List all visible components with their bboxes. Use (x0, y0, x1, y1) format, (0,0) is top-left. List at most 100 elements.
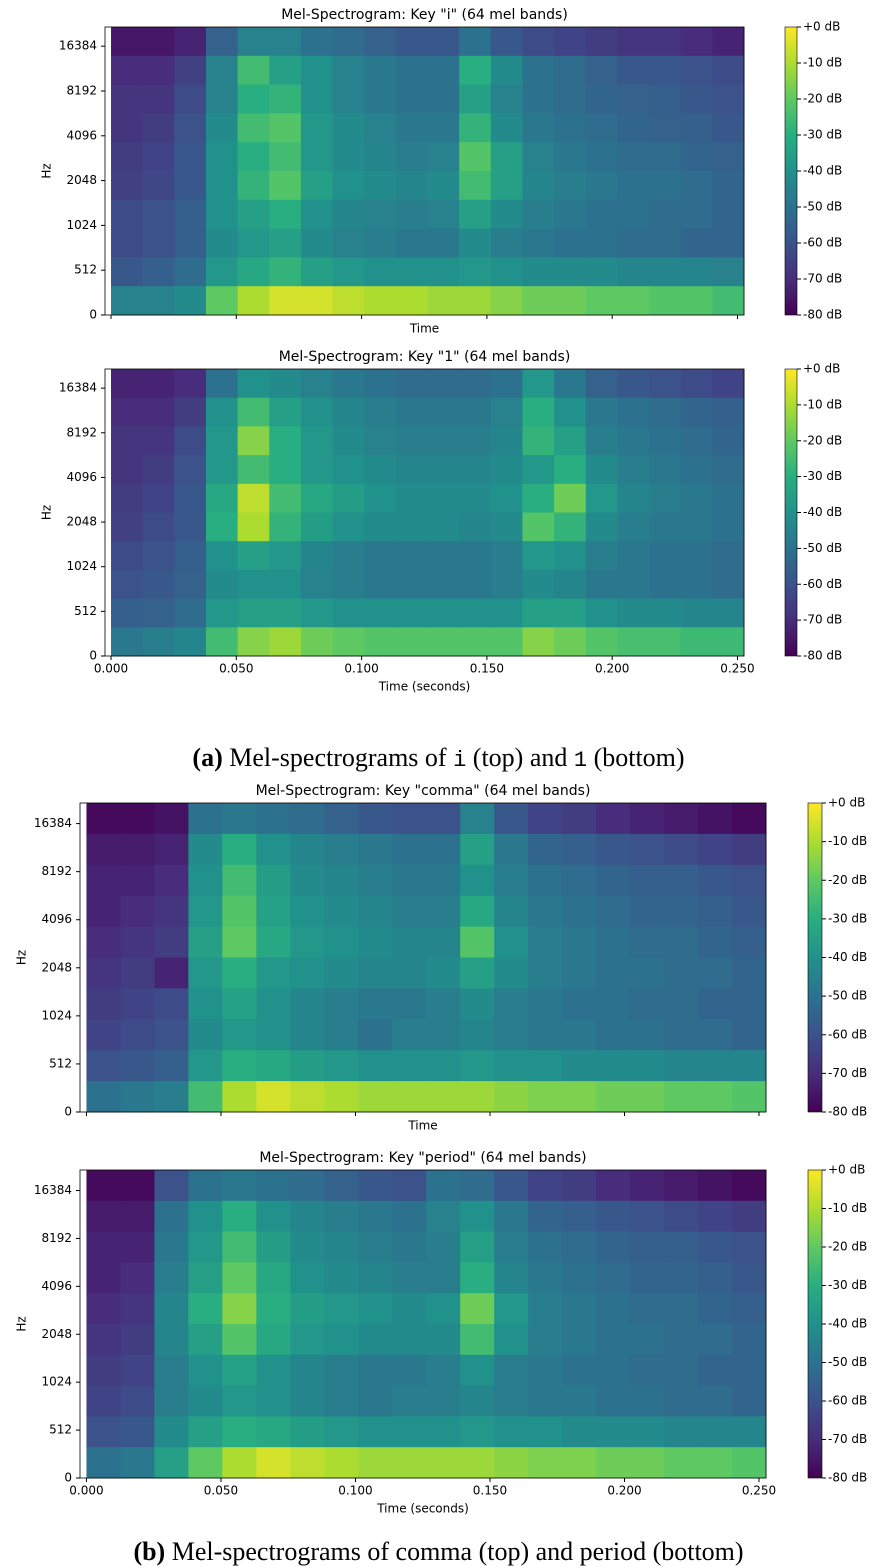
heatmap-cell (188, 1416, 223, 1448)
heatmap-cell (332, 455, 365, 485)
heatmap-cell (174, 113, 207, 143)
heatmap-cell (269, 142, 302, 172)
heatmap-cell (205, 171, 239, 201)
heatmap-cell (174, 426, 207, 456)
heatmap-cell (732, 1050, 767, 1082)
heatmap-cell (460, 1231, 495, 1263)
heatmap-cell (426, 1200, 461, 1233)
heatmap-cell (732, 1262, 767, 1294)
heatmap-cell (269, 199, 302, 230)
heatmap-cell (188, 1262, 223, 1294)
caption-label: (b) (133, 1537, 166, 1566)
heatmap-cell (174, 199, 207, 230)
heatmap-cell (630, 895, 665, 928)
heatmap-cell (392, 1416, 427, 1448)
heatmap-cell (680, 113, 713, 143)
heatmap-cell (630, 926, 665, 958)
heatmap-cell (596, 1019, 631, 1051)
heatmap-cell (188, 895, 223, 928)
heatmap-cell (664, 1081, 699, 1113)
heatmap-cell (222, 1050, 257, 1082)
heatmap-cell (712, 55, 745, 86)
colorbar-tick-label: -40 dB (803, 505, 842, 519)
heatmap-cell (154, 803, 189, 835)
heatmap-cell (111, 598, 144, 628)
heatmap-cell (290, 1385, 325, 1417)
heatmap-cell (459, 426, 492, 456)
y-tick-label: 1024 (66, 218, 97, 232)
heatmap-cell (395, 286, 429, 316)
heatmap-cell (528, 803, 563, 835)
heatmap-cell (490, 483, 523, 513)
heatmap-cell (427, 598, 460, 628)
heatmap-cell (712, 113, 745, 143)
colorbar-tick-label: -30 dB (803, 128, 842, 142)
heatmap-cell (585, 483, 618, 513)
heatmap-cell (269, 171, 302, 201)
heatmap-cell (585, 512, 618, 542)
heatmap-cell (554, 426, 587, 456)
heatmap-cell (585, 27, 618, 57)
heatmap-cell (86, 1447, 121, 1479)
heatmap-cell (358, 1262, 393, 1294)
heatmap-cell (205, 286, 239, 316)
heatmap-cell (395, 55, 429, 86)
x-tick-label: 0.150 (473, 1484, 507, 1498)
heatmap-cell (554, 397, 587, 427)
heatmap-cell (649, 627, 682, 657)
heatmap-cell (154, 1385, 189, 1417)
heatmap-cell (460, 957, 495, 989)
colorbar (807, 1169, 823, 1479)
heatmap-cell (494, 1293, 529, 1325)
heatmap-cell (256, 1447, 291, 1479)
y-tick-label: 512 (74, 604, 97, 618)
heatmap-cell (630, 988, 665, 1020)
heatmap-cell (86, 1200, 121, 1233)
heatmap-cell (562, 864, 597, 897)
heatmap-cell (554, 257, 587, 287)
heatmap-cell (120, 1231, 155, 1263)
heatmap-cell (269, 483, 302, 513)
heatmap-cell (427, 84, 460, 114)
heatmap-cell (596, 926, 631, 958)
heatmap-cell (630, 1416, 665, 1448)
heatmap-cell (174, 455, 207, 485)
heatmap-cell (364, 598, 397, 628)
heatmap-cell (256, 833, 291, 866)
heatmap-cell (300, 84, 334, 114)
heatmap-cell (617, 569, 650, 600)
heatmap-cell (364, 369, 397, 399)
heatmap-cell (494, 1170, 529, 1202)
heatmap-cell (86, 1262, 121, 1294)
heatmap-cell (596, 1050, 631, 1082)
heatmap-cell (269, 228, 302, 258)
heatmap-cell (395, 627, 429, 657)
heatmap-cell (680, 84, 713, 114)
heatmap-cell (205, 541, 239, 571)
heatmap-cell (392, 1019, 427, 1051)
heatmap-cell (596, 1200, 631, 1233)
heatmap-cell (528, 1081, 563, 1113)
heatmap-cell (680, 541, 713, 571)
heatmap-cell (358, 1170, 393, 1202)
heatmap-cell (222, 1200, 257, 1233)
heatmap-cell (426, 1447, 461, 1479)
colorbar-tick-label: -80 dB (828, 1471, 867, 1485)
heatmap-cell (522, 541, 555, 571)
heatmap-cell (222, 803, 257, 835)
heatmap-cell (528, 988, 563, 1020)
heatmap-cell (364, 171, 397, 201)
heatmap-cell (142, 257, 175, 287)
heatmap-cell (324, 926, 359, 958)
heatmap-cell (732, 1385, 767, 1417)
heatmap-cell (617, 228, 650, 258)
heatmap-cell (358, 1019, 393, 1051)
heatmap-cell (222, 988, 257, 1020)
heatmap-cell (617, 257, 650, 287)
heatmap-cell (585, 455, 618, 485)
heatmap-cell (86, 1416, 121, 1448)
heatmap-cell (426, 1416, 461, 1448)
heatmap-cell (680, 228, 713, 258)
heatmap-cell (522, 257, 555, 287)
heatmap-cell (111, 426, 144, 456)
